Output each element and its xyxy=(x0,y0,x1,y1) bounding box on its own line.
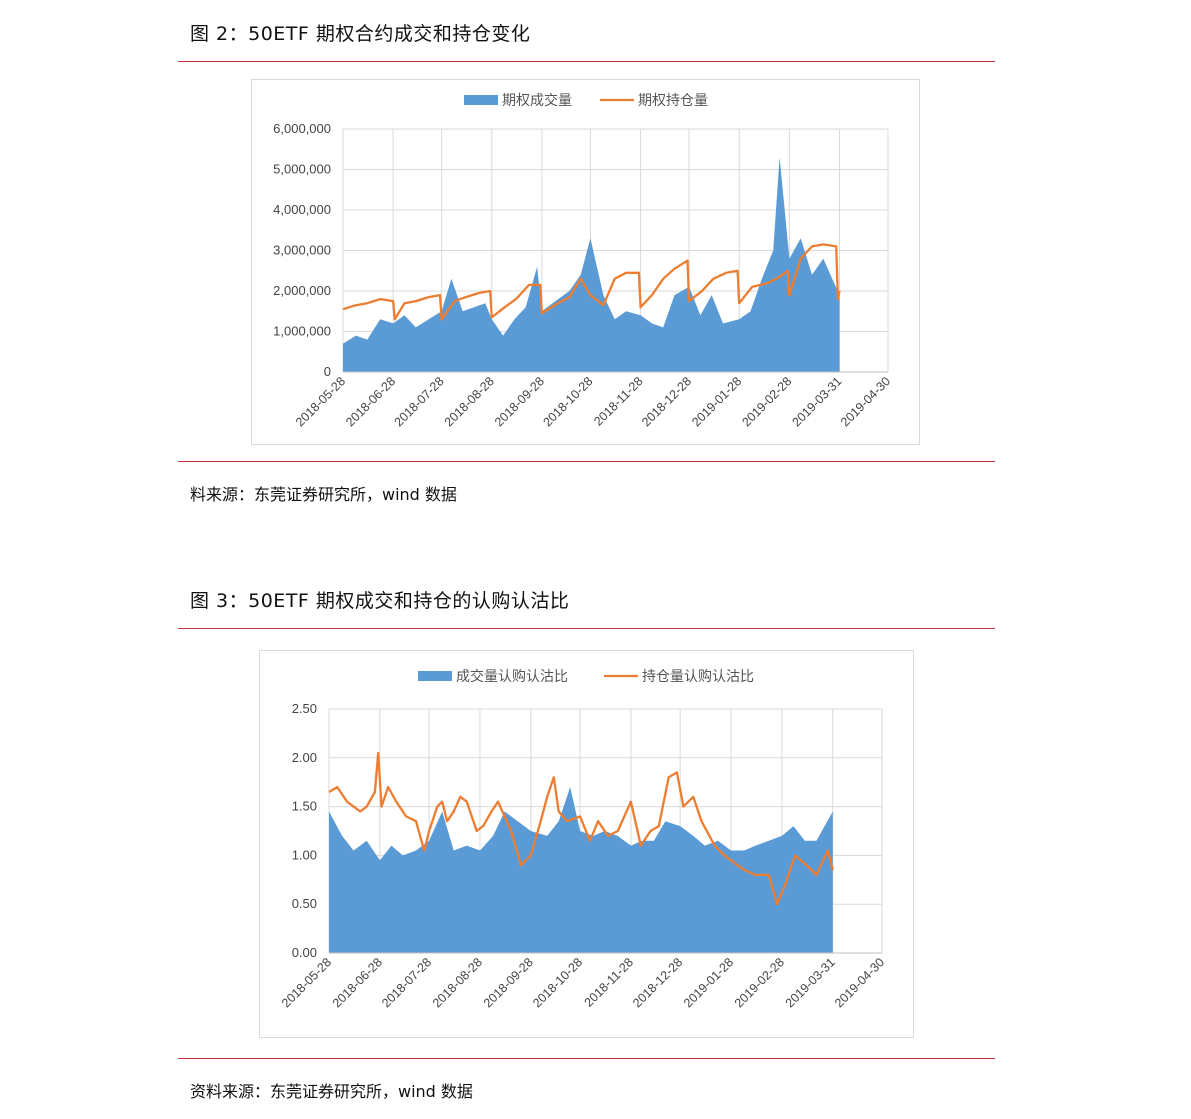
figure-1-title: 图 2：50ETF 期权合约成交和持仓变化 xyxy=(190,23,531,45)
figure-1-source: 料来源：东莞证券研究所，wind 数据 xyxy=(190,485,457,504)
x-tick-label: 2018-12-28 xyxy=(630,955,685,1010)
x-tick-label: 2019-04-30 xyxy=(832,955,887,1010)
figure-2-source: 资料来源：东莞证券研究所，wind 数据 xyxy=(190,1082,473,1101)
legend-swatch-area xyxy=(464,95,498,105)
figure-2-bottom-rule xyxy=(178,1058,995,1059)
y-tick-label: 0.00 xyxy=(292,945,317,960)
legend-label-0: 期权成交量 xyxy=(502,92,572,108)
y-tick-label: 1,000,000 xyxy=(273,324,331,339)
y-tick-label: 1.00 xyxy=(292,847,317,862)
y-tick-label: 2.50 xyxy=(292,701,317,716)
figure-2-title: 图 3：50ETF 期权成交和持仓的认购认沽比 xyxy=(190,590,570,612)
chart-2-legend: 成交量认购认沽比 持仓量认购认沽比 xyxy=(418,668,754,684)
x-tick-label: 2018-07-28 xyxy=(379,955,434,1010)
x-tick-label: 2018-12-28 xyxy=(639,374,694,429)
x-tick-label: 2018-05-28 xyxy=(279,955,334,1010)
chart-1-legend: 期权成交量 期权持仓量 xyxy=(464,92,708,108)
x-tick-label: 2019-01-28 xyxy=(681,955,736,1010)
x-tick-label: 2019-02-28 xyxy=(739,374,794,429)
y-tick-label: 2.00 xyxy=(292,750,317,765)
legend-swatch-area xyxy=(418,671,452,681)
x-tick-label: 2019-02-28 xyxy=(732,955,787,1010)
x-tick-label: 2018-05-28 xyxy=(293,374,348,429)
y-tick-label: 5,000,000 xyxy=(273,162,331,177)
y-tick-label: 2,000,000 xyxy=(273,283,331,298)
y-tick-label: 3,000,000 xyxy=(273,243,331,258)
x-tick-label: 2018-06-28 xyxy=(330,955,385,1010)
x-tick-label: 2019-03-31 xyxy=(783,955,838,1010)
y-tick-label: 1.50 xyxy=(292,799,317,814)
figure-2-top-rule xyxy=(178,628,995,629)
figure-1-top-rule xyxy=(178,61,995,62)
y-tick-label: 6,000,000 xyxy=(273,121,331,136)
x-tick-label: 2019-03-31 xyxy=(789,374,844,429)
x-tick-label: 2018-07-28 xyxy=(392,374,447,429)
x-tick-label: 2018-11-28 xyxy=(591,374,645,428)
x-tick-label: 2018-10-28 xyxy=(530,955,585,1010)
y-tick-label: 0.50 xyxy=(292,896,317,911)
x-tick-label: 2018-09-28 xyxy=(481,955,536,1010)
chart-2-frame: 0.00 0.50 1.00 1.50 2.00 2.50 2018-05-28 2018-0… xyxy=(259,650,914,1038)
legend-label-0: 成交量认购认沽比 xyxy=(456,668,568,684)
chart-1-series-area-0 xyxy=(343,157,840,372)
x-tick-label: 2018-08-28 xyxy=(430,955,485,1010)
x-tick-label: 2019-01-28 xyxy=(689,374,744,429)
chart-2-series-area-0 xyxy=(329,787,833,953)
chart-1-frame: 0 1,000,000 2,000,000 3,000,000 4,000,000 5,0… xyxy=(251,79,920,445)
figure-1-bottom-rule xyxy=(178,461,995,462)
chart-1: 0 1,000,000 2,000,000 3,000,000 4,000,000 5,0… xyxy=(273,92,893,429)
x-tick-label: 2018-10-28 xyxy=(540,374,595,429)
x-tick-label: 2018-06-28 xyxy=(343,374,398,429)
x-tick-label: 2018-11-28 xyxy=(582,955,636,1009)
legend-label-1: 期权持仓量 xyxy=(638,92,708,108)
x-tick-label: 2018-08-28 xyxy=(442,374,497,429)
chart-1-series-line-1 xyxy=(342,243,841,321)
y-tick-label: 4,000,000 xyxy=(273,202,331,217)
x-tick-label: 2019-04-30 xyxy=(838,374,893,429)
chart-2-series-line-1 xyxy=(328,751,834,906)
legend-label-1: 持仓量认购认沽比 xyxy=(642,668,754,684)
x-tick-label: 2018-09-28 xyxy=(492,374,547,429)
chart-2: 0.000.501.001.502.002.502018-05-282018-0… xyxy=(279,668,887,1010)
y-tick-label: 0 xyxy=(324,364,331,379)
